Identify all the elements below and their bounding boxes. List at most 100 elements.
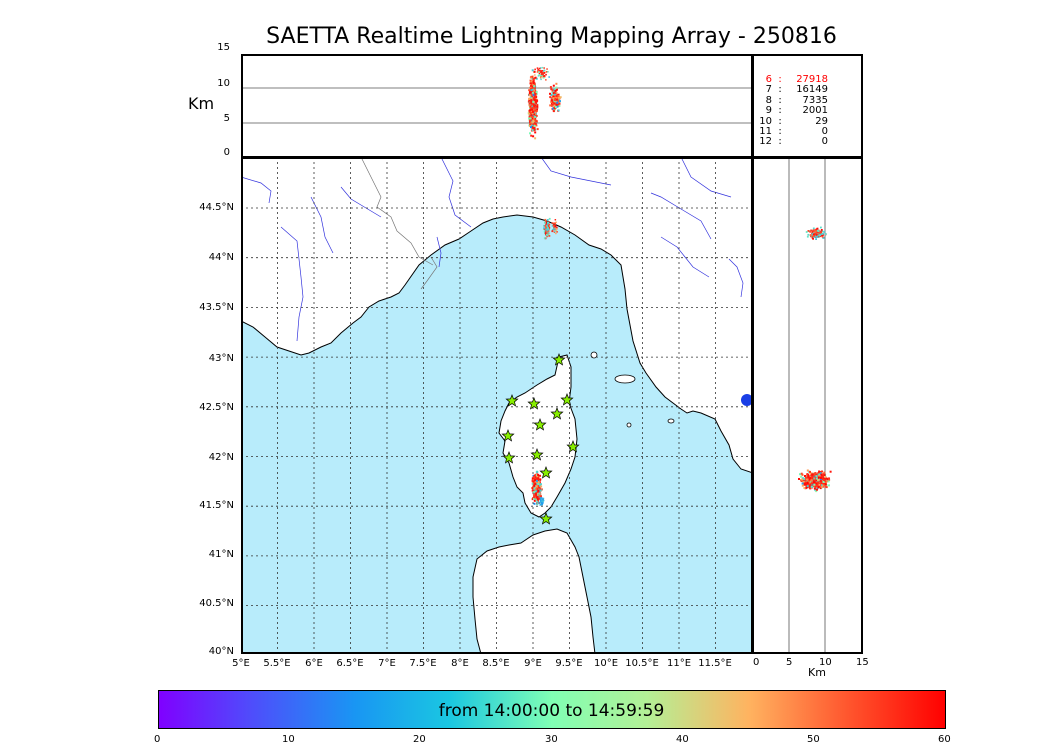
lat-tick: 40°N [208, 646, 234, 657]
lightning-source [528, 109, 531, 112]
lightning-source [531, 83, 534, 86]
corsica-island [498, 354, 578, 518]
lightning-source [529, 116, 532, 119]
lightning-source [537, 481, 540, 484]
lightning-source [543, 237, 546, 240]
lightning-source [815, 479, 818, 482]
lightning-source [550, 88, 553, 91]
lightning-source [812, 230, 814, 233]
lightning-source [539, 484, 541, 487]
colorbar-tick: 30 [545, 734, 558, 745]
lightning-source [806, 235, 809, 238]
lightning-source [546, 219, 549, 221]
lightning-source [539, 68, 541, 70]
lightning-source [558, 104, 561, 107]
lightning-source [819, 472, 822, 475]
lightning-source [533, 97, 536, 100]
side-xtick: 10 [819, 657, 832, 668]
map-graticule [241, 157, 753, 654]
lightning-source [547, 71, 549, 73]
lightning-source [543, 227, 545, 230]
station-count-row: 10: 29 [750, 115, 828, 127]
lightning-source [812, 229, 815, 232]
lightning-source [534, 96, 537, 98]
altitude-ytick: 10 [217, 78, 230, 89]
lightning-source [531, 77, 534, 80]
station-count-separator: : [778, 84, 782, 96]
lightning-source [550, 101, 553, 103]
lightning-source [824, 233, 827, 235]
lightning-source [809, 483, 812, 486]
side-xlabel: Km [808, 666, 826, 679]
lightning-source [805, 478, 808, 481]
lightning-source [558, 98, 560, 101]
lightning-source [536, 103, 539, 106]
lightning-source [529, 79, 532, 82]
lightning-source [815, 481, 818, 484]
lightning-source [806, 469, 809, 472]
lightning-source [556, 101, 559, 104]
station-star-icon [501, 429, 515, 442]
station-count-table: 6: 27918 7: 16149 8: 7335 9: 2001 10: 29 11: 0 12: 0 [750, 74, 828, 148]
altitude-lightning-sources [527, 66, 562, 140]
lightning-source [816, 236, 818, 238]
lightning-source [809, 470, 811, 473]
lightning-source [532, 80, 535, 83]
lightning-source [548, 217, 551, 220]
lightning-source [533, 491, 536, 493]
lightning-source [552, 110, 555, 113]
lightning-source [554, 92, 557, 95]
lightning-source [538, 502, 540, 504]
station-star-icon [552, 353, 566, 366]
lightning-source [535, 485, 538, 488]
station-count-stations: 9 [765, 105, 772, 117]
station-count-stations: 8 [765, 94, 772, 106]
lightning-source [813, 233, 816, 236]
lightning-source [529, 121, 532, 123]
lightning-source [554, 219, 557, 221]
lightning-source [558, 102, 561, 105]
lightning-source [547, 221, 550, 224]
colorbar-tick: 60 [938, 734, 951, 745]
lightning-source [548, 235, 551, 237]
lightning-source [534, 480, 537, 483]
lightning-source [804, 475, 806, 477]
lightning-source [823, 471, 826, 474]
lightning-source [539, 67, 542, 69]
lightning-source [529, 125, 532, 127]
lightning-source [540, 75, 542, 78]
lightning-source [816, 484, 819, 487]
lightning-source [806, 485, 809, 488]
lightning-source [533, 104, 535, 107]
lon-tick: 5°E [232, 658, 250, 669]
lightning-source [536, 105, 539, 108]
lightning-source [800, 472, 803, 475]
lightning-source [533, 487, 536, 490]
station-count-separator: : [778, 105, 782, 117]
lightning-source [532, 79, 535, 82]
lightning-source [553, 106, 556, 109]
lightning-source [529, 105, 532, 108]
lightning-source [825, 486, 828, 489]
lightning-source [544, 221, 546, 224]
lightning-source [815, 477, 818, 480]
lightning-source [543, 69, 546, 71]
lightning-source [807, 230, 810, 232]
lightning-source [555, 86, 558, 89]
lightning-source [820, 484, 823, 487]
lightning-source [552, 84, 555, 87]
lightning-source [540, 495, 542, 498]
lightning-source [539, 489, 542, 492]
station-count-value: 29 [815, 115, 828, 127]
lightning-source [551, 99, 553, 102]
lightning-source [821, 470, 823, 473]
lightning-source [531, 127, 534, 130]
lightning-source [531, 117, 534, 120]
lightning-source [803, 487, 806, 489]
lightning-source [528, 119, 531, 121]
lightning-source [554, 227, 556, 230]
lightning-source [536, 498, 539, 501]
lightning-source [817, 476, 820, 479]
lightning-source [810, 229, 812, 232]
lightning-source [815, 238, 817, 240]
